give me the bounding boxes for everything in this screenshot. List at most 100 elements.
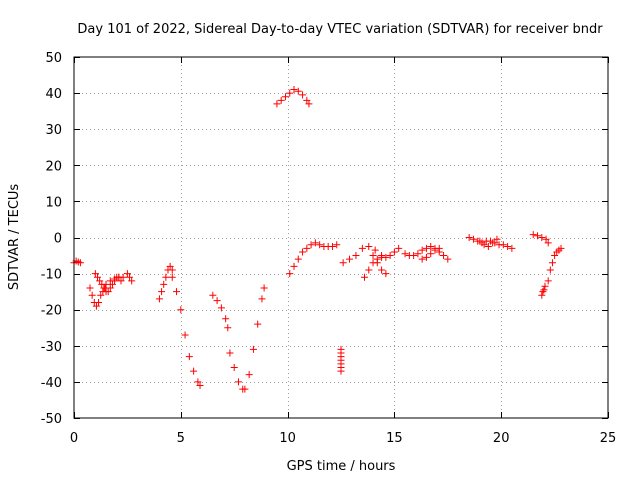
series-arc-22 [538,282,549,299]
data-point [160,280,168,288]
series-arc-5 [123,270,136,285]
x-tick-label: 15 [386,431,403,446]
series-arc-13 [339,243,386,267]
data-point [95,298,103,306]
series-arc-12 [337,345,345,375]
data-point [360,273,368,281]
data-point [299,91,307,99]
data-point [378,266,386,274]
data-point [386,252,394,260]
y-tick-label: -10 [41,268,62,283]
y-axis-label: SDTVAR / TECUs [7,184,22,291]
data-point [286,270,294,278]
data-point [213,297,221,305]
data-point [427,250,435,258]
data-point [106,277,114,285]
data-point [529,231,537,239]
series-arc-17 [418,244,443,263]
data-point [534,232,542,240]
y-tick-label: 20 [45,159,62,174]
data-point [538,234,546,241]
y-tick-label: -20 [41,304,62,319]
data-point [76,259,84,267]
data-point [196,382,204,390]
data-point [126,273,134,281]
series-arc-11 [286,239,341,278]
series-arc-20 [529,231,552,247]
data-point [111,275,119,283]
data-point [258,295,266,303]
data-point [395,244,403,252]
x-tick-label: 20 [493,431,510,446]
data-point [508,244,516,252]
data-point [414,250,422,258]
data-point [499,241,507,249]
data-point [108,280,116,288]
data-point [365,243,373,251]
data-point [316,241,324,249]
data-point [373,259,381,267]
series-arc-21 [544,244,565,285]
data-point [217,304,225,312]
data-point [542,235,550,243]
data-point [166,262,174,270]
data-point [230,363,238,371]
data-point [546,266,554,274]
data-point [541,282,549,290]
data-point [358,244,366,252]
data-point [92,302,100,310]
data-point [538,291,546,299]
data-point [185,353,193,361]
grid-lines [74,57,608,418]
chart-title: Day 101 of 2022, Sidereal Day-to-day VTE… [77,22,603,37]
data-point [418,246,426,254]
y-tick-label: 10 [45,195,62,210]
data-point [339,259,347,267]
data-point [277,96,285,104]
series-arc-9 [226,284,268,393]
series-arc-10 [273,85,313,108]
data-point [431,246,439,254]
data-point [190,367,198,375]
data-point [476,237,484,245]
x-tick-label: 0 [70,431,78,446]
data-point [427,243,435,251]
series-arc-19 [476,235,501,251]
data-point [234,378,242,386]
data-point [337,367,345,375]
data-point [100,284,108,292]
series-arc-4 [102,273,127,288]
data-point [333,241,341,249]
data-point [106,284,114,292]
data-point [410,252,418,260]
data-point [539,288,547,296]
data-point [241,385,249,393]
data-point [328,243,336,251]
data-point [104,288,112,296]
data-point [444,255,452,263]
data-point [226,349,234,357]
data-point [123,270,131,278]
data-point [551,252,559,260]
data-point [307,241,315,249]
data-point [418,255,426,263]
data-point [422,244,430,252]
data-point [102,280,110,288]
data-point [557,244,565,252]
data-point [382,253,390,261]
data-point [222,315,230,323]
series-arc-6 [155,262,176,303]
x-axis-label: GPS time / hours [287,459,396,474]
data-point [382,270,390,278]
y-tick-label: -40 [41,376,62,391]
data-point [194,378,202,386]
data-point [303,96,311,104]
data-point [504,243,512,251]
data-point [371,246,379,254]
data-point [548,259,556,267]
data-point [401,250,409,258]
y-tick-label: 40 [45,87,62,102]
data-point [294,255,302,263]
